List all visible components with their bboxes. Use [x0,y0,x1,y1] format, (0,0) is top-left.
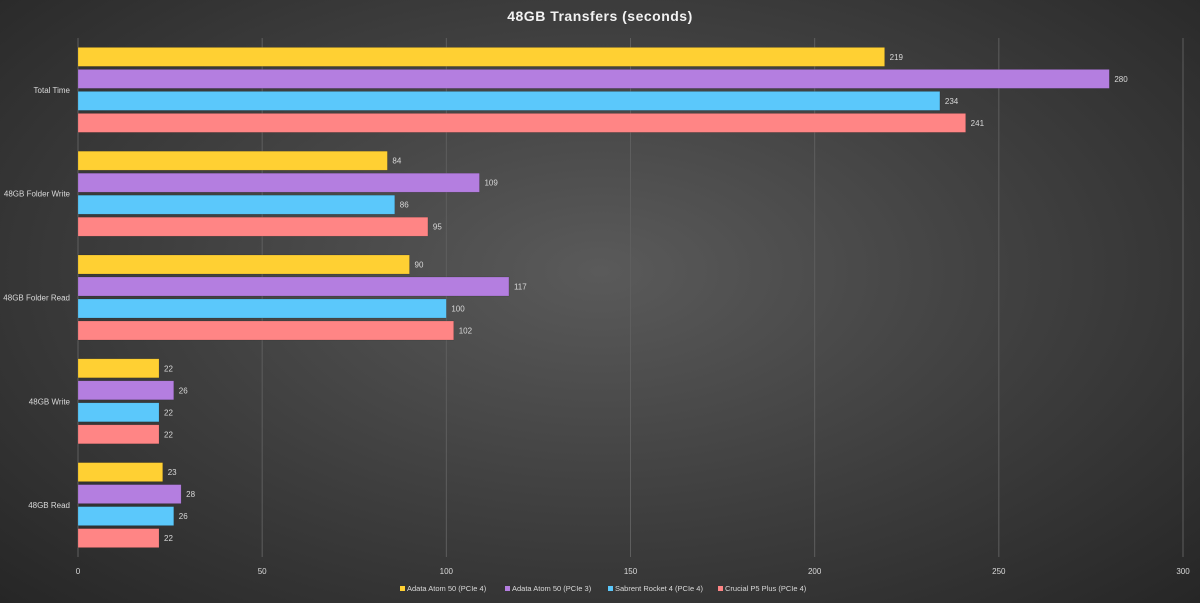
category-label-48gb-folder-write: 48GB Folder Write [4,190,71,199]
data-label-48gb-write-series-2: 22 [164,408,173,417]
bar-48gb-read-series-2 [77,506,175,526]
legend-label-0: Adata Atom 50 (PCIe 4) [407,584,487,593]
bar-48gb-read-series-0 [77,462,163,482]
legend: Adata Atom 50 (PCIe 4) Adata Atom 50 (PCI… [400,584,807,593]
legend-swatch-2 [608,586,613,591]
legend-swatch-0 [400,586,405,591]
legend-swatch-3 [718,586,723,591]
bars [77,47,1110,548]
bar-48gb-folder-write-series-2 [77,194,396,215]
category-label-total-time: Total Time [34,86,71,95]
data-label-48gb-folder-write-series-1: 109 [484,179,498,188]
data-label-48gb-folder-write-series-3: 95 [433,223,442,232]
category-label-48gb-folder-read: 48GB Folder Read [3,294,70,303]
category-label-48gb-write: 48GB Write [29,397,71,406]
x-tick-label-150: 150 [624,567,638,576]
data-label-total-time-series-2: 234 [945,97,959,106]
bar-48gb-folder-write-series-3 [77,216,429,237]
legend-swatch-1 [505,586,510,591]
data-label-48gb-folder-read-series-2: 100 [451,305,465,314]
x-tick-label-0: 0 [76,567,81,576]
data-label-48gb-read-series-1: 28 [186,490,195,499]
data-label-48gb-write-series-3: 22 [164,430,173,439]
x-tick-label-100: 100 [440,567,454,576]
data-labels: 219 280 234 241 84 109 86 95 90 117 100 102 22 26 22 22… [164,53,1128,543]
bar-48gb-write-series-1 [77,380,175,401]
data-label-total-time-series-1: 280 [1114,75,1128,84]
data-label-48gb-write-series-1: 26 [179,386,188,395]
data-label-48gb-folder-read-series-1: 117 [514,283,527,292]
bar-48gb-write-series-3 [77,424,160,445]
bar-total-time-series-2 [77,91,941,111]
legend-label-1: Adata Atom 50 (PCIe 3) [512,584,592,593]
bar-48gb-folder-write-series-0 [77,150,388,171]
data-label-48gb-folder-write-series-2: 86 [400,201,409,210]
data-label-48gb-write-series-0: 22 [164,364,173,373]
bar-48gb-folder-read-series-2 [77,298,447,319]
x-tick-label-250: 250 [992,567,1006,576]
bar-48gb-folder-read-series-0 [77,254,410,275]
data-label-48gb-folder-write-series-0: 84 [392,157,401,166]
x-tick-label-50: 50 [258,567,267,576]
legend-label-3: Crucial P5 Plus (PCIe 4) [725,584,807,593]
bar-total-time-series-1 [77,69,1110,89]
data-label-48gb-read-series-2: 26 [179,512,188,521]
bar-48gb-read-series-1 [77,484,182,504]
bar-48gb-write-series-0 [77,358,160,379]
bar-total-time-series-0 [77,47,885,67]
data-label-total-time-series-3: 241 [971,119,985,128]
bar-48gb-read-series-3 [77,528,160,548]
chart-title: 48GB Transfers (seconds) [507,8,693,24]
x-tick-label-300: 300 [1176,567,1190,576]
bar-48gb-write-series-2 [77,402,160,423]
data-label-48gb-folder-read-series-0: 90 [415,261,424,270]
x-tick-label-200: 200 [808,567,822,576]
bar-48gb-folder-read-series-1 [77,276,510,297]
bar-48gb-folder-read-series-3 [77,320,454,341]
category-labels: Total Time 48GB Folder Write 48GB Folder R… [3,86,70,510]
data-label-48gb-read-series-0: 23 [168,468,177,477]
x-axis-ticks: 0 50 100 150 200 250 300 [76,567,1190,576]
data-label-48gb-folder-read-series-3: 102 [459,327,473,336]
data-label-total-time-series-0: 219 [890,53,904,62]
category-label-48gb-read: 48GB Read [28,501,70,510]
legend-label-2: Sabrent Rocket 4 (PCIe 4) [615,584,703,593]
data-label-48gb-read-series-3: 22 [164,534,173,543]
bar-total-time-series-3 [77,113,966,133]
bar-48gb-folder-write-series-1 [77,172,480,193]
